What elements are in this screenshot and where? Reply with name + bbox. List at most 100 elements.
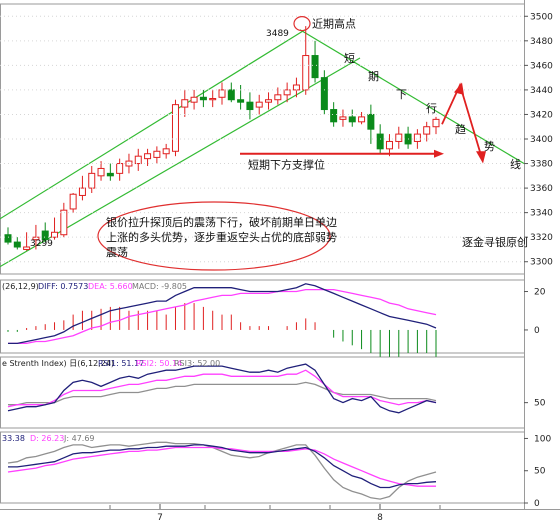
kdj-tick-label: 50 <box>534 467 546 477</box>
candle-body <box>60 209 68 236</box>
note-line: 震荡 <box>106 246 128 259</box>
price-tick-label: 3480 <box>530 37 553 47</box>
note-ellipse <box>97 201 331 271</box>
rsi-tick-label: 50 <box>534 399 546 409</box>
rsi1-label: RSI1: 51.17 <box>98 359 144 368</box>
candle-body <box>13 241 21 248</box>
rsi2-line <box>7 369 437 408</box>
recent-high-label: 近期高点 <box>312 17 356 31</box>
candle-body <box>413 133 421 142</box>
price-tick-label: 3440 <box>530 86 553 96</box>
channel-lower-line <box>0 57 361 268</box>
note-line: 银价拉升探顶后的震荡下行，破坏前期单日单边 <box>106 215 337 229</box>
macd-dea-label: DEA: 5.660 <box>88 282 133 291</box>
candle-body <box>302 55 310 91</box>
low-value-label: 3299 <box>30 239 53 249</box>
rsi1-line <box>7 363 437 414</box>
forecast-arrow-path <box>441 82 483 159</box>
candle-body <box>330 109 338 123</box>
candle-body <box>237 99 245 103</box>
kdj-j-label: J: 47.69 <box>63 434 95 443</box>
candle-body <box>78 187 86 196</box>
candle-body <box>190 96 198 103</box>
support-arrowhead <box>434 149 444 158</box>
candle-body <box>153 150 161 158</box>
price-tick-label: 3360 <box>530 184 553 194</box>
candle-body <box>209 98 217 101</box>
macd-tick-label: 0 <box>534 326 540 336</box>
candle-body <box>162 148 170 155</box>
downtrend-line <box>299 29 525 165</box>
price-tick-label: 3340 <box>530 209 553 219</box>
candle-body <box>255 101 263 108</box>
candle-body <box>367 113 375 130</box>
kdj-tick-label: 0 <box>534 499 540 509</box>
candle-body <box>4 234 12 243</box>
candle-body <box>320 77 328 111</box>
candle-body <box>51 231 59 238</box>
note-line: 上涨的多头优势，逐步重返空头占优的底部弱势 <box>106 230 337 244</box>
candle-body <box>348 116 356 123</box>
price-tick-label: 3380 <box>530 160 553 170</box>
candle-body <box>432 118 440 128</box>
candle-body <box>274 94 282 101</box>
candle-body <box>32 236 40 241</box>
candle-body <box>376 133 384 150</box>
macd-diff-label: DIFF: 0.7573 <box>38 282 88 291</box>
kdj-d-line <box>7 446 436 487</box>
trend-line-char: 势 <box>484 140 495 153</box>
trend-line-char: 短 <box>344 51 355 65</box>
trend-line-char: 下 <box>396 88 407 101</box>
candle-body <box>116 163 124 174</box>
kdj-k-line <box>8 444 437 489</box>
candle-body <box>283 89 291 96</box>
watermark-text: 逐金寻银原创 <box>462 235 528 249</box>
candle-body <box>227 89 235 101</box>
price-tick-label: 3320 <box>530 233 553 243</box>
candle-body <box>358 116 366 123</box>
forecast-arrowhead-down <box>476 151 486 164</box>
trend-line-char: 趋 <box>455 123 466 136</box>
x-tick-label: 7 <box>157 513 163 523</box>
candle-body <box>144 153 152 160</box>
candle-body <box>339 116 347 120</box>
candle-body <box>23 246 31 250</box>
price-tick-label: 3300 <box>530 258 553 268</box>
candle-body <box>423 126 431 135</box>
price-tick-label: 3420 <box>530 110 553 120</box>
x-tick-label: 8 <box>377 513 383 523</box>
candle-body <box>395 133 403 142</box>
kdj-tick-label: 100 <box>534 434 551 444</box>
candle-body <box>181 99 189 108</box>
rsi3-label: RSI3: 52.00 <box>174 359 220 368</box>
macd-params-label: (26,12,9) <box>2 282 39 291</box>
candle-body <box>246 101 254 111</box>
candle-body <box>218 89 226 98</box>
candle-body <box>41 230 49 241</box>
price-tick-label: 3400 <box>530 135 553 145</box>
trend-line-char: 行 <box>426 102 437 115</box>
candle-body <box>134 155 142 165</box>
recent-high-circle <box>293 16 311 32</box>
candle-body <box>292 84 300 91</box>
rsi2-label: RSI2: 50.14 <box>136 359 182 368</box>
trend-line-char: 线 <box>510 157 521 171</box>
macd-dea-line <box>8 288 437 345</box>
candle-body <box>265 99 273 103</box>
rsi3-line <box>8 381 437 406</box>
price-tick-label: 3500 <box>530 12 553 22</box>
kdj-k-label: 33.38 <box>2 434 25 443</box>
price-tick-label: 3460 <box>530 61 553 71</box>
candle-body <box>311 55 319 79</box>
trend-line-char: 期 <box>368 70 379 83</box>
rsi-params-label: e Strenth Index) 日(6,12,24) <box>2 359 114 368</box>
candle-body <box>106 172 114 177</box>
forecast-arrowhead-up <box>454 82 464 95</box>
kdj-j-line <box>7 441 437 500</box>
candle-body <box>88 172 96 189</box>
candle-body <box>69 193 77 210</box>
macd-value-label: MACD: -9.805 <box>132 282 187 291</box>
candle-body <box>199 96 207 101</box>
